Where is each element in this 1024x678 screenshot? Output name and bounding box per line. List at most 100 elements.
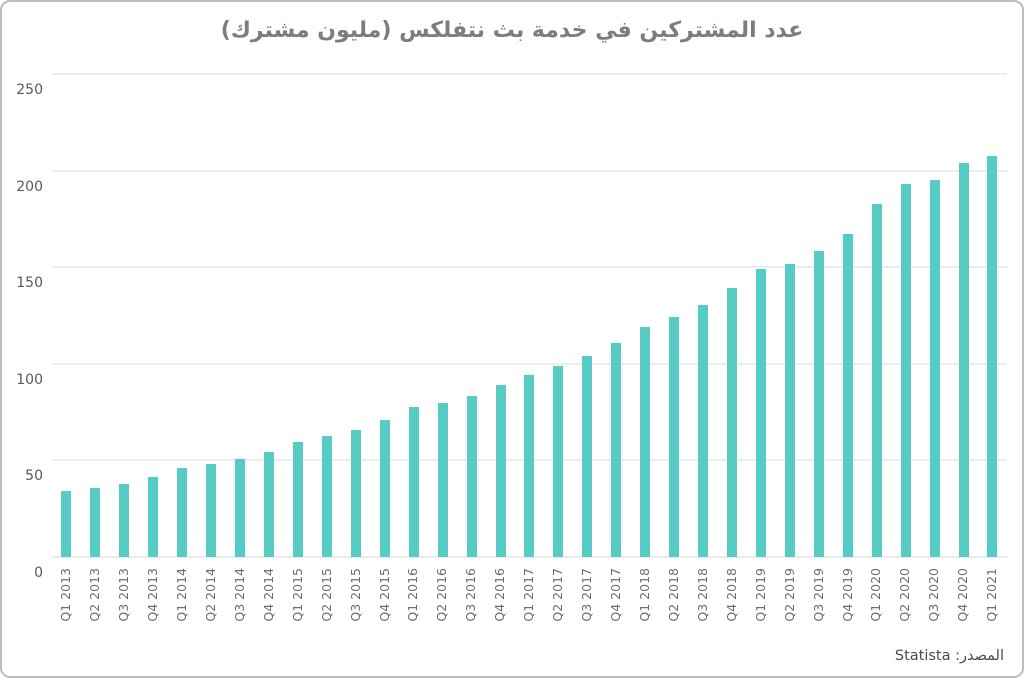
bar-column-Q3 2017 — [573, 74, 602, 557]
bar-Q3 2015 — [350, 429, 361, 557]
x-tick-label-Q4 2017: Q4 2017 — [608, 568, 624, 622]
bar-Q3 2013 — [119, 483, 130, 557]
bar-Q4 2016 — [495, 384, 506, 557]
bar-Q3 2017 — [582, 356, 593, 557]
bar-Q1 2015 — [292, 441, 303, 557]
x-label-column-Q3 2019: Q3 2019 — [804, 568, 833, 622]
x-label-column-Q1 2020: Q1 2020 — [862, 568, 891, 622]
bar-Q3 2014 — [235, 459, 246, 557]
bar-Q4 2020 — [958, 163, 969, 557]
bar-Q4 2017 — [611, 343, 622, 557]
x-tick-label-Q1 2021: Q1 2021 — [984, 568, 1000, 622]
x-label-column-Q3 2017: Q3 2017 — [573, 568, 602, 622]
bar-column-Q1 2017 — [515, 74, 544, 557]
bar-column-Q2 2015 — [312, 74, 341, 557]
bar-Q1 2017 — [524, 374, 535, 557]
x-tick-label-Q3 2015: Q3 2015 — [347, 568, 363, 622]
bar-column-Q3 2020 — [920, 74, 949, 557]
bar-column-Q1 2015 — [284, 74, 313, 557]
bar-Q1 2020 — [871, 203, 882, 557]
bar-Q1 2018 — [640, 327, 651, 557]
x-label-column-Q4 2016: Q4 2016 — [486, 568, 515, 622]
x-tick-label-Q2 2019: Q2 2019 — [781, 568, 797, 622]
bar-column-Q2 2017 — [544, 74, 573, 557]
bar-column-Q1 2014 — [168, 74, 197, 557]
bar-column-Q3 2018 — [689, 74, 718, 557]
x-tick-label-Q2 2013: Q2 2013 — [87, 568, 103, 622]
bar-Q2 2014 — [206, 464, 217, 557]
bar-column-Q1 2018 — [631, 74, 660, 557]
x-tick-label-Q1 2019: Q1 2019 — [752, 568, 768, 622]
x-tick-label-Q1 2018: Q1 2018 — [636, 568, 652, 622]
x-label-column-Q1 2015: Q1 2015 — [284, 568, 313, 622]
x-tick-label-Q4 2020: Q4 2020 — [955, 568, 971, 622]
x-label-column-Q3 2018: Q3 2018 — [689, 568, 718, 622]
y-tick-label-50: 50 — [25, 468, 43, 485]
x-tick-label-Q4 2018: Q4 2018 — [723, 568, 739, 622]
x-label-column-Q2 2016: Q2 2016 — [428, 568, 457, 622]
x-tick-label-Q3 2019: Q3 2019 — [810, 568, 826, 622]
gridline-150: 150 — [16, 266, 1007, 291]
bar-column-Q1 2013 — [52, 74, 81, 557]
x-label-column-Q1 2017: Q1 2017 — [515, 568, 544, 622]
x-label-column-Q3 2016: Q3 2016 — [457, 568, 486, 622]
bar-column-Q4 2017 — [602, 74, 631, 557]
x-tick-label-Q1 2020: Q1 2020 — [868, 568, 884, 622]
x-label-column-Q2 2019: Q2 2019 — [775, 568, 804, 622]
y-tick-label-200: 200 — [16, 178, 43, 195]
bar-Q1 2014 — [177, 467, 188, 557]
x-label-column-Q2 2015: Q2 2015 — [312, 568, 341, 622]
x-tick-label-Q1 2016: Q1 2016 — [405, 568, 421, 622]
bar-Q2 2019 — [784, 264, 795, 557]
gridline-250: 250 — [16, 73, 1007, 98]
bar-column-Q2 2016 — [428, 74, 457, 557]
bar-column-Q4 2015 — [370, 74, 399, 557]
bar-Q2 2013 — [90, 488, 101, 557]
x-label-column-Q2 2017: Q2 2017 — [544, 568, 573, 622]
x-tick-label-Q4 2016: Q4 2016 — [492, 568, 508, 622]
bar-Q2 2020 — [900, 184, 911, 557]
x-label-column-Q2 2018: Q2 2018 — [660, 568, 689, 622]
x-label-column-Q4 2013: Q4 2013 — [139, 568, 168, 622]
x-label-column-Q1 2013: Q1 2013 — [52, 568, 81, 622]
bar-column-Q2 2014 — [197, 74, 226, 557]
bar-Q4 2014 — [264, 451, 275, 557]
bar-Q1 2019 — [755, 269, 766, 557]
x-tick-label-Q4 2013: Q4 2013 — [145, 568, 161, 622]
bar-column-Q4 2020 — [949, 74, 978, 557]
x-label-column-Q4 2018: Q4 2018 — [718, 568, 747, 622]
y-tick-label-0: 0 — [34, 565, 43, 581]
x-label-column-Q3 2013: Q3 2013 — [110, 568, 139, 622]
x-tick-label-Q2 2014: Q2 2014 — [202, 568, 218, 622]
x-label-column-Q3 2020: Q3 2020 — [920, 568, 949, 622]
x-tick-label-Q2 2016: Q2 2016 — [434, 568, 450, 622]
bar-column-Q1 2021 — [978, 74, 1007, 557]
x-tick-label-Q1 2017: Q1 2017 — [521, 568, 537, 622]
x-tick-label-Q2 2020: Q2 2020 — [897, 568, 913, 622]
x-label-column-Q1 2016: Q1 2016 — [399, 568, 428, 622]
x-tick-label-Q2 2015: Q2 2015 — [318, 568, 334, 622]
x-tick-label-Q1 2014: Q1 2014 — [173, 568, 189, 622]
y-tick-label-100: 100 — [16, 371, 43, 388]
x-tick-label-Q2 2017: Q2 2017 — [550, 568, 566, 622]
plot-area: 0 50 100 150 200 250 — [16, 73, 1007, 581]
x-tick-label-Q2 2018: Q2 2018 — [665, 568, 681, 622]
bar-column-Q3 2015 — [341, 74, 370, 557]
bar-column-Q3 2013 — [110, 74, 139, 557]
x-label-column-Q3 2015: Q3 2015 — [341, 568, 370, 622]
bar-Q1 2016 — [408, 406, 419, 557]
y-tick-label-250: 250 — [16, 82, 43, 98]
gridline-0: 0 — [34, 556, 1007, 581]
bar-Q2 2015 — [321, 435, 332, 557]
x-label-column-Q2 2014: Q2 2014 — [197, 568, 226, 622]
bar-column-Q1 2020 — [862, 74, 891, 557]
x-tick-label-Q3 2017: Q3 2017 — [579, 568, 595, 622]
bar-column-Q4 2016 — [486, 74, 515, 557]
x-label-column-Q4 2015: Q4 2015 — [370, 568, 399, 622]
x-label-column-Q1 2018: Q1 2018 — [631, 568, 660, 622]
bar-column-Q2 2019 — [775, 74, 804, 557]
gridline-200: 200 — [16, 169, 1007, 195]
x-tick-label-Q3 2020: Q3 2020 — [926, 568, 942, 622]
bar-Q4 2018 — [727, 287, 738, 557]
